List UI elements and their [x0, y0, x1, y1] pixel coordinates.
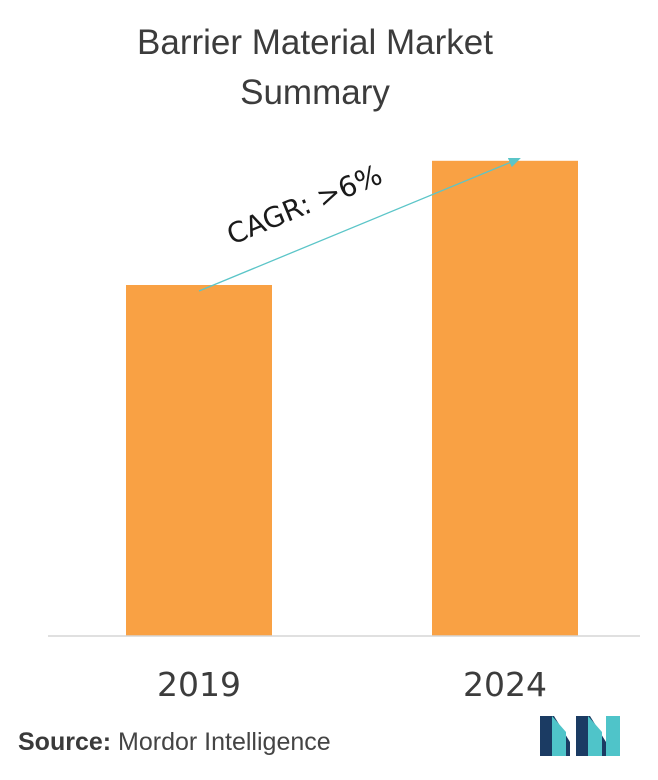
chart-title-line-1: Barrier Material Market	[137, 23, 493, 62]
bar-2019	[126, 285, 272, 636]
source-text: Mordor Intelligence	[118, 728, 331, 756]
x-tick-label-2024: 2024	[463, 665, 547, 704]
x-tick-label-2019: 2019	[157, 665, 241, 704]
x-axis-tick-labels: 2019 2024	[157, 665, 547, 704]
source-label: Source:	[18, 728, 112, 756]
bars-group	[126, 160, 578, 637]
chart-title-line-2: Summary	[240, 73, 390, 112]
chart-title: Barrier Material Market Summary	[0, 18, 630, 118]
cagr-annotation: CAGR: >6%	[222, 158, 387, 251]
source-footer: Source: Mordor Intelligence	[18, 728, 331, 757]
cagr-arrow	[198, 157, 521, 292]
bar-2024	[432, 160, 578, 637]
mordor-intelligence-logo-icon	[540, 716, 620, 756]
